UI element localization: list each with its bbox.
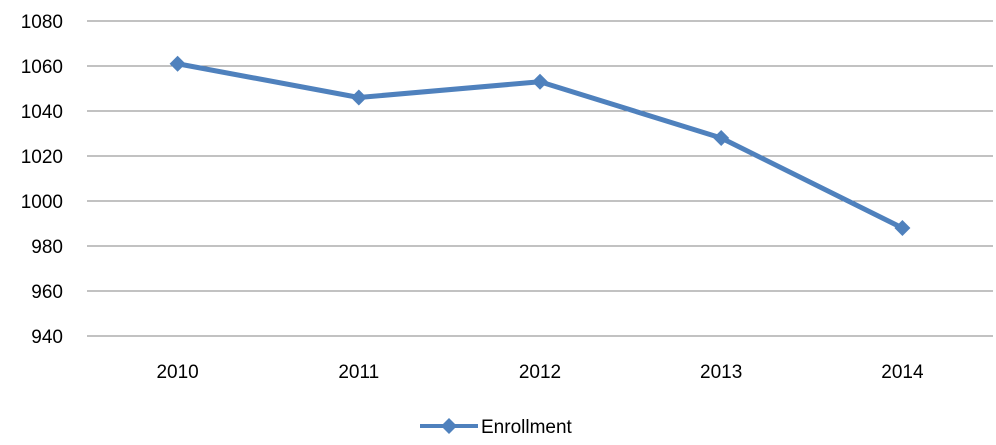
- x-tick-label: 2013: [700, 362, 742, 383]
- x-tick-label: 2010: [156, 362, 198, 383]
- y-tick-label: 980: [31, 237, 63, 258]
- data-point-marker: [532, 73, 548, 90]
- x-tick-label: 2014: [881, 362, 924, 383]
- y-tick-label: 960: [31, 282, 63, 303]
- data-point-marker: [713, 130, 730, 146]
- y-tick-label: 1040: [21, 102, 63, 123]
- y-axis-tick-labels: 940 960 980 1000 1020 1040 1060 1080: [21, 12, 63, 348]
- legend: Enrollment: [420, 417, 573, 438]
- y-tick-label: 1080: [21, 12, 63, 33]
- data-point-marker: [169, 55, 186, 72]
- legend-label-enrollment: Enrollment: [481, 417, 573, 438]
- data-point-marker: [894, 220, 911, 236]
- x-tick-label: 2011: [338, 362, 379, 383]
- series-enrollment: [169, 55, 911, 236]
- gridlines: [87, 20, 993, 337]
- y-tick-label: 1000: [21, 192, 63, 213]
- data-point-marker: [350, 89, 367, 106]
- x-axis-tick-labels: 2010 2011 2012 2013 2014: [156, 362, 924, 383]
- x-tick-label: 2012: [519, 362, 561, 383]
- legend-diamond-marker: [441, 418, 457, 434]
- y-tick-label: 1020: [21, 147, 63, 168]
- y-tick-label: 940: [31, 327, 63, 348]
- y-tick-label: 1060: [21, 57, 63, 78]
